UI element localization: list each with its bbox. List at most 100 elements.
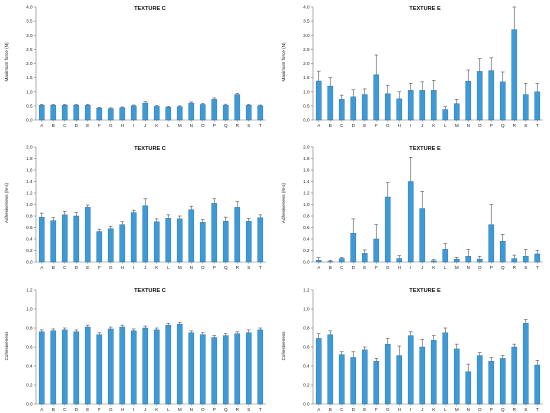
bar-h [396, 258, 403, 263]
x-tick-label: Q [224, 265, 228, 270]
x-tick-label: K [155, 265, 159, 270]
x-tick-label: D [75, 265, 79, 270]
bar-d [350, 96, 357, 121]
y-tick-label: 4.0 [303, 5, 310, 10]
bar-o [199, 104, 206, 121]
x-tick-label: N [467, 265, 470, 270]
y-axis-label: Adhesiveness (N·s) [4, 182, 9, 223]
x-tick-label: F [375, 265, 378, 270]
x-tick-label: B [52, 265, 55, 270]
y-axis-label: Cohesiveness [281, 331, 286, 361]
bar-b [327, 261, 334, 263]
bar-t [534, 364, 541, 405]
bar-a [315, 338, 322, 405]
y-tick-label: 0.6 [303, 225, 310, 230]
bar-n [188, 332, 195, 405]
bar-c [338, 99, 345, 121]
x-tick-label: C [63, 123, 67, 128]
x-tick-label: J [421, 123, 423, 128]
y-tick-label: 1.8 [303, 156, 310, 161]
x-tick-label: H [398, 265, 401, 270]
bar-q [222, 221, 229, 263]
bar-t [257, 329, 264, 405]
x-tick-label: P [213, 407, 216, 412]
bar-a [315, 80, 322, 121]
x-tick-label: F [98, 265, 101, 270]
x-tick-label: M [178, 265, 182, 270]
bar-a [38, 105, 45, 121]
bar-d [73, 105, 80, 121]
y-tick-label: 1.2 [303, 288, 310, 293]
x-tick-label: T [259, 123, 262, 128]
bar-e [84, 105, 91, 121]
bar-d [73, 331, 80, 405]
bar-e [361, 253, 368, 263]
bar-i [130, 212, 137, 263]
bar-n [188, 102, 195, 121]
bar-q [222, 335, 229, 405]
bar-a [38, 216, 45, 263]
panel-cohesiveness-texture-e: TEXTURE E Cohesiveness 0.0 0.2 0.4 0.6 0.8 1.… [281, 288, 543, 412]
x-tick-label: S [247, 407, 250, 412]
y-tick-label: 1.6 [303, 168, 310, 173]
x-tick-label: P [490, 265, 493, 270]
bar-k [153, 106, 160, 121]
y-tick-label: 0.0 [26, 402, 33, 407]
bar-l [165, 324, 172, 405]
x-tick-label: E [86, 407, 89, 412]
bar-k [430, 340, 437, 405]
x-tick-label: L [444, 123, 447, 128]
panel-max-force-texture-c: TEXTURE C Maximum force (N) 0.0 0.5 1.0 1.5… [4, 5, 266, 128]
x-tick-label: O [201, 123, 205, 128]
bar-s [522, 256, 529, 263]
y-tick-label: 1.6 [26, 168, 33, 173]
bar-d [350, 233, 357, 263]
bar-f [96, 107, 103, 121]
x-tick-label: D [75, 123, 79, 128]
bar-p [211, 203, 218, 263]
x-tick-label: K [155, 407, 159, 412]
x-tick-label: A [40, 123, 44, 128]
x-tick-label: K [432, 407, 436, 412]
x-tick-label: G [386, 123, 390, 128]
y-tick-label: 0.5 [26, 103, 33, 108]
bar-d [350, 357, 357, 405]
y-tick-label: 0.2 [26, 248, 33, 253]
panel-title: TEXTURE E [409, 6, 441, 12]
bar-f [96, 231, 103, 263]
bar-n [188, 209, 195, 263]
y-tick-label: 1.0 [26, 307, 33, 312]
y-tick-label: 1.0 [303, 89, 310, 94]
x-tick-label: O [201, 407, 205, 412]
bar-s [522, 323, 529, 405]
bar-o [476, 71, 483, 121]
y-tick-label: 1.0 [303, 307, 310, 312]
x-tick-label: F [375, 123, 378, 128]
panel-cohesiveness-texture-c: TEXTURE C Cohesiveness 0.0 0.2 0.4 0.6 0.8 1.… [4, 288, 266, 412]
bar-s [245, 332, 252, 405]
bar-l [165, 218, 172, 263]
bar-f [373, 361, 380, 405]
x-tick-label: G [386, 265, 390, 270]
y-tick-label: 0.4 [303, 237, 310, 242]
y-tick-label: 1.5 [303, 75, 310, 80]
x-tick-label: H [398, 407, 401, 412]
y-tick-label: 0.4 [26, 237, 33, 242]
x-tick-label: R [236, 407, 240, 412]
x-tick-label: T [536, 123, 539, 128]
panel-adhesiveness-texture-e: TEXTURE E Adhesiveness (N·s) 0.0 0.2 0.4 0.… [281, 145, 543, 270]
bar-a [315, 260, 322, 263]
x-tick-label: S [247, 123, 250, 128]
x-tick-label: G [109, 265, 113, 270]
x-tick-label: E [86, 123, 89, 128]
x-tick-label: R [236, 123, 240, 128]
x-tick-label: H [121, 123, 124, 128]
bar-p [488, 224, 495, 263]
bar-i [130, 330, 137, 405]
x-tick-label: R [236, 265, 240, 270]
x-tick-label: Q [501, 123, 505, 128]
x-tick-label: A [40, 265, 44, 270]
bar-c [338, 258, 345, 263]
x-tick-label: Q [501, 407, 505, 412]
bar-c [338, 354, 345, 405]
